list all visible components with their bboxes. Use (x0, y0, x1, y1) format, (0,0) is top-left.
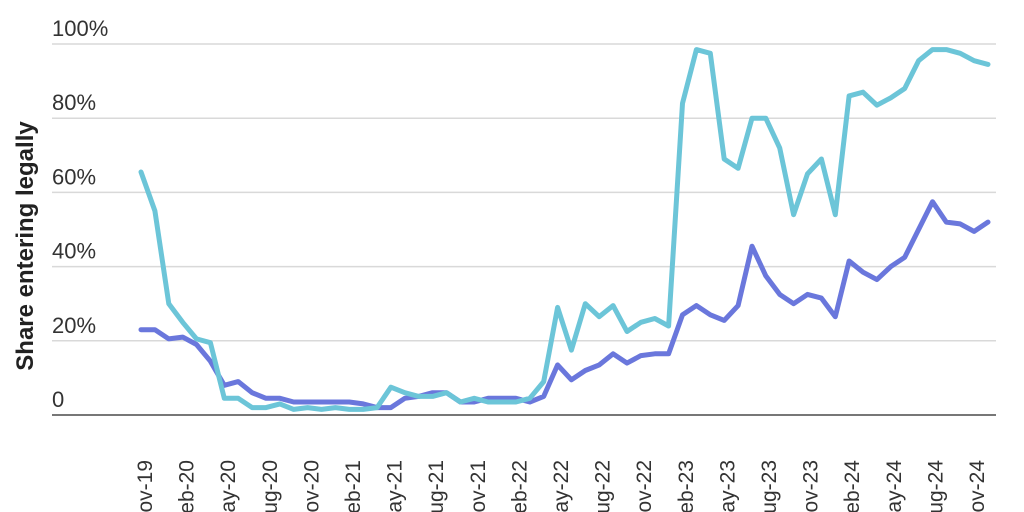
y-tick-label: 60% (52, 164, 96, 189)
y-axis-title: Share entering legally (12, 121, 39, 371)
y-tick-labels: 0 20% 40% 60% 80% 100% (52, 16, 108, 412)
x-tick-label: Aug-23 (758, 460, 781, 512)
x-tick-label: May-23 (716, 460, 739, 512)
x-tick-label: May-21 (384, 460, 407, 512)
x-tick-label: Aug-24 (924, 460, 947, 512)
y-tick-label: 100% (52, 16, 108, 41)
x-tick-label: May-22 (550, 460, 573, 512)
x-tick-label: Nov-21 (467, 460, 490, 512)
x-tick-label: Nov-24 (966, 460, 989, 512)
x-tick-label: Aug-22 (592, 460, 615, 512)
series-line-2 (138, 47, 991, 412)
y-tick-label: 40% (52, 239, 96, 264)
series-line-1 (138, 199, 991, 411)
x-tick-label: Nov-23 (800, 460, 823, 512)
series-lines (138, 47, 991, 412)
gridlines (52, 43, 996, 342)
x-tick-label: May-24 (883, 460, 906, 512)
x-tick-label: Aug-21 (425, 460, 448, 512)
x-tick-label: Feb-20 (176, 460, 199, 512)
y-tick-label: 20% (52, 313, 96, 338)
x-tick-label: Aug-20 (259, 460, 282, 512)
x-tick-labels: Nov-19 Feb-20 May-20 Aug-20 Nov-20 Feb-21 May-… (134, 460, 989, 512)
x-tick-label: May-20 (217, 460, 240, 512)
x-tick-label: Feb-21 (342, 460, 365, 512)
y-tick-label: 80% (52, 90, 96, 115)
x-tick-label: Nov-20 (300, 460, 323, 512)
x-tick-label: Feb-24 (841, 460, 864, 512)
y-tick-label: 0 (52, 387, 64, 412)
x-tick-label: Feb-22 (508, 460, 531, 512)
x-tick-label: Nov-19 (134, 460, 157, 512)
x-tick-label: Nov-22 (633, 460, 656, 512)
x-tick-label: Feb-23 (675, 460, 698, 512)
